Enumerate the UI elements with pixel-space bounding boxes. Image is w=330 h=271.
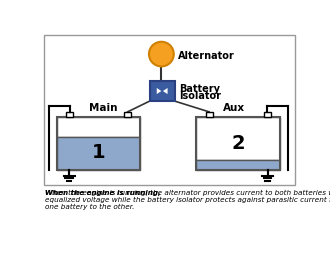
Bar: [264, 112, 271, 117]
Text: 2: 2: [231, 134, 245, 153]
Text: Isolator: Isolator: [179, 91, 221, 101]
Text: one battery to the other.: one battery to the other.: [45, 204, 135, 210]
Bar: [57, 117, 141, 137]
Bar: [66, 112, 73, 117]
Text: 1: 1: [92, 143, 105, 162]
Text: Battery: Battery: [179, 84, 220, 94]
Text: Alternator: Alternator: [179, 51, 235, 61]
Circle shape: [149, 42, 174, 66]
Bar: [44, 35, 295, 185]
Text: equalized voltage while the battery isolator protects against parasitic current : equalized voltage while the battery isol…: [45, 197, 330, 204]
Bar: [196, 117, 280, 160]
Polygon shape: [163, 88, 168, 94]
Polygon shape: [157, 88, 161, 94]
Bar: [57, 137, 141, 170]
Bar: [150, 81, 175, 101]
Bar: [206, 112, 213, 117]
Text: When the engine is running, the alternator provides current to both batteries wi: When the engine is running, the alternat…: [45, 190, 330, 196]
Text: Main: Main: [88, 103, 117, 112]
Bar: [196, 160, 280, 170]
Text: Aux: Aux: [223, 103, 245, 112]
Bar: [57, 117, 141, 170]
Bar: [196, 117, 280, 170]
Text: When the engine is running,: When the engine is running,: [45, 190, 161, 196]
Bar: [124, 112, 131, 117]
